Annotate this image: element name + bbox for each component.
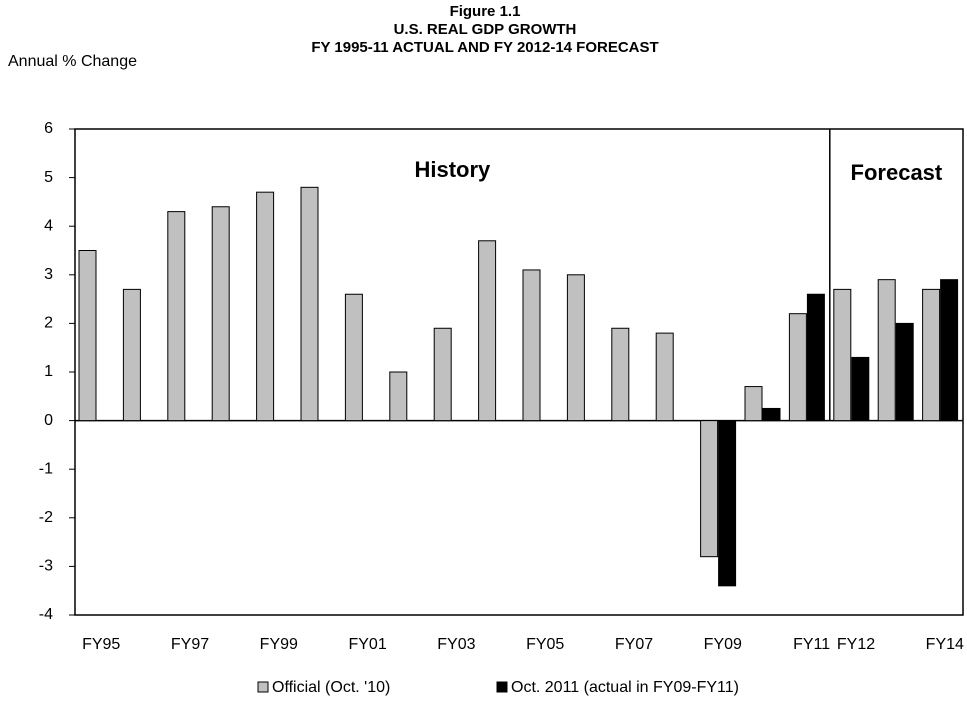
y-tick-label: -2 [39, 509, 53, 526]
y-tick-label: -4 [39, 606, 53, 623]
bar [433, 327, 452, 422]
bar [922, 288, 941, 422]
bar [167, 211, 186, 422]
chart-title: FY 1995-11 ACTUAL AND FY 2012-14 FORECAS… [311, 39, 658, 56]
bar [122, 288, 141, 422]
x-tick-label: FY09 [704, 636, 742, 653]
bar [788, 313, 807, 422]
bar [940, 279, 959, 422]
y-tick-label: -3 [39, 558, 53, 575]
bar [833, 288, 852, 422]
bar [78, 250, 97, 422]
x-tick-label: FY99 [260, 636, 298, 653]
x-tick-label: FY97 [171, 636, 209, 653]
bar [655, 332, 674, 422]
bar [389, 371, 408, 422]
bar [344, 293, 363, 422]
bar [611, 327, 630, 422]
y-tick-label: 5 [44, 169, 53, 186]
bar [256, 191, 275, 422]
y-axis-label: Annual % Change [8, 53, 137, 70]
x-tick-label: FY07 [615, 636, 653, 653]
bar [700, 420, 719, 558]
bar [744, 386, 763, 422]
bar [522, 269, 541, 422]
annotation: History [415, 157, 492, 182]
y-tick-label: 3 [44, 266, 53, 283]
bar [718, 420, 737, 587]
bar [300, 186, 319, 422]
x-tick-label: FY14 [926, 636, 964, 653]
legend-swatch [257, 681, 269, 693]
y-tick-label: 0 [44, 412, 53, 429]
annotation: Forecast [851, 160, 943, 185]
x-tick-label: FY11 [793, 636, 830, 653]
bar [478, 240, 497, 422]
y-tick-label: 4 [44, 217, 53, 234]
bar [877, 279, 896, 422]
chart-title: Figure 1.1 [450, 3, 521, 20]
legend-label: Oct. 2011 (actual in FY09-FY11) [511, 679, 739, 696]
y-tick-label: 6 [44, 120, 53, 137]
bar [806, 293, 825, 422]
y-tick-label: 1 [44, 363, 53, 380]
x-tick-label: FY03 [437, 636, 475, 653]
bar [851, 356, 870, 422]
x-tick-label: FY95 [82, 636, 120, 653]
bar [895, 322, 914, 422]
x-tick-label: FY01 [348, 636, 386, 653]
bar [566, 274, 585, 422]
chart-title: U.S. REAL GDP GROWTH [394, 21, 577, 38]
legend-label: Official (Oct. '10) [272, 679, 390, 696]
legend-swatch [496, 681, 508, 693]
bar [211, 206, 230, 422]
bar [762, 407, 781, 422]
x-tick-label: FY05 [526, 636, 564, 653]
x-tick-label: FY12 [837, 636, 875, 653]
y-tick-label: 2 [44, 315, 53, 332]
y-tick-label: -1 [39, 460, 53, 477]
